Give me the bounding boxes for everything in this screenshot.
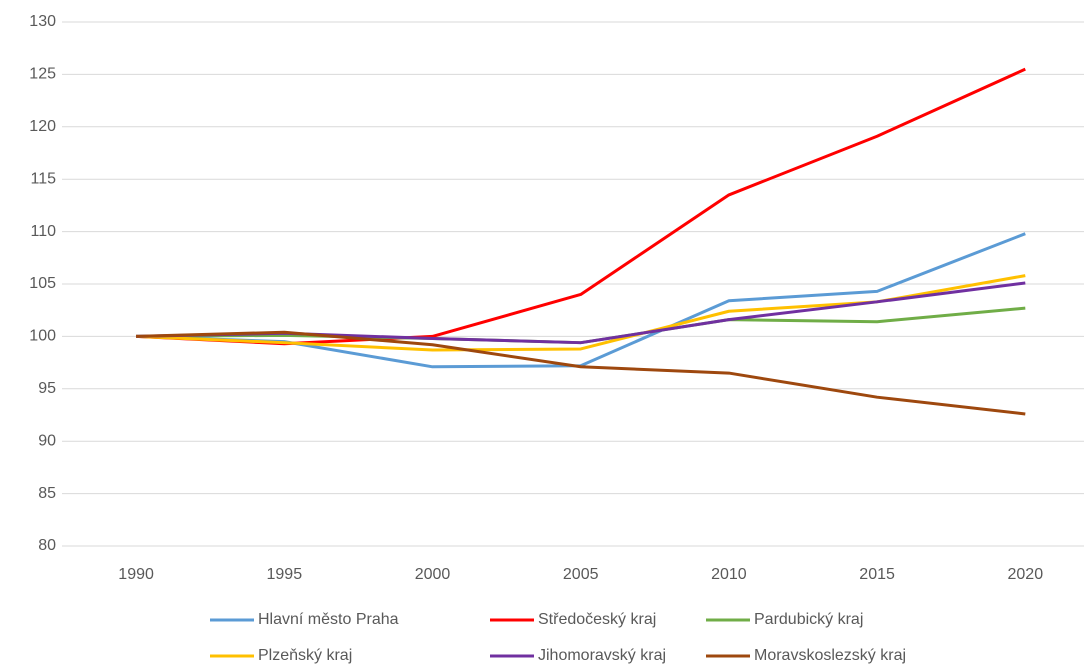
x-tick-label: 2005 <box>563 566 599 583</box>
series-line <box>136 330 1026 416</box>
legend-label: Jihomoravský kraj <box>538 647 666 664</box>
legend-label: Středočeský kraj <box>538 611 656 628</box>
series-line <box>136 306 1026 345</box>
legend-label: Plzeňský kraj <box>258 647 352 664</box>
y-tick-label: 115 <box>30 170 56 187</box>
y-tick-label: 105 <box>29 275 56 292</box>
y-tick-label: 125 <box>29 66 56 83</box>
x-tick-label: 2015 <box>859 566 895 583</box>
x-tick-label: 2020 <box>1008 566 1044 583</box>
y-tick-label: 85 <box>38 485 56 502</box>
legend-label: Moravskoslezský kraj <box>754 647 906 664</box>
y-tick-label: 120 <box>29 118 56 135</box>
x-tick-label: 1995 <box>267 566 303 583</box>
legend-label: Hlavní město Praha <box>258 611 399 628</box>
y-tick-label: 95 <box>38 380 56 397</box>
y-tick-label: 80 <box>38 537 56 554</box>
legend-label: Pardubický kraj <box>754 611 863 628</box>
x-tick-label: 2000 <box>415 566 451 583</box>
y-tick-label: 110 <box>30 223 56 240</box>
x-tick-label: 1990 <box>118 566 154 583</box>
y-tick-label: 100 <box>29 328 56 345</box>
y-tick-label: 90 <box>38 432 56 449</box>
x-tick-label: 2010 <box>711 566 747 583</box>
series-line <box>136 67 1026 346</box>
y-tick-label: 130 <box>29 13 56 30</box>
